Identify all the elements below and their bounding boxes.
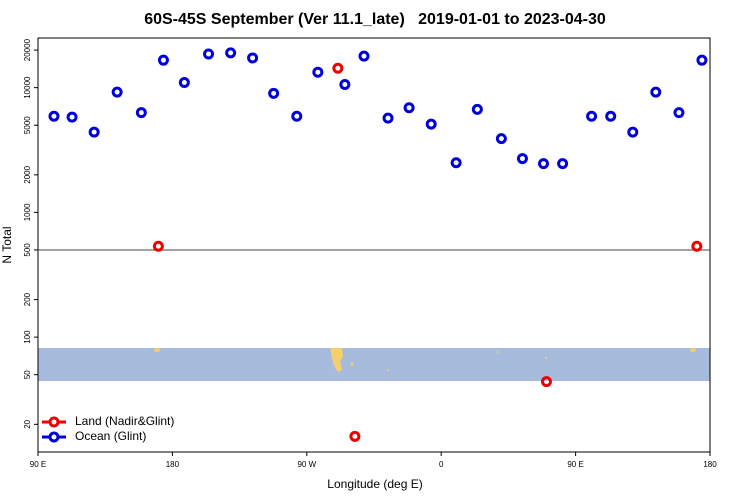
plot-frame [37,37,711,453]
marker [88,126,100,138]
legend-marker [48,416,60,428]
legend-label: Ocean (Glint) [75,429,146,443]
marker [203,48,215,60]
chart-title: 60S-45S September (Ver 11.1_late) 2019-0… [144,11,606,28]
marker [382,112,394,124]
y-tick-label: 20000 [23,38,32,61]
marker [339,78,351,90]
marker [349,430,361,442]
marker [268,87,280,99]
x-tick-label: 90 W [297,460,316,469]
y-tick-label: 500 [23,243,32,257]
marker [673,107,685,119]
marker [225,47,237,59]
marker [691,240,703,252]
y-tick-label: 20 [23,419,32,428]
y-tick-label: 10000 [23,76,32,99]
marker [48,110,60,122]
marker [650,86,662,98]
marker [557,158,569,170]
marker [540,376,552,388]
marker [450,157,462,169]
x-tick-label: 180 [166,460,180,469]
map-band [38,348,710,381]
marker [696,54,708,66]
marker [152,240,164,252]
marker [516,153,528,165]
marker [358,50,370,62]
x-tick-label: 180 [703,460,717,469]
marker [157,54,169,66]
y-tick-label: 50 [23,370,32,379]
x-axis-label: Longitude (deg E) [327,477,422,491]
marker [425,118,437,130]
y-axis-label: N Total [0,226,14,263]
legend-marker [48,431,60,443]
marker [403,102,415,114]
marker [312,66,324,78]
marker [247,52,259,64]
marker [111,86,123,98]
land-shapes [154,348,696,372]
y-tick-label: 200 [23,292,32,306]
marker [471,103,483,115]
marker [135,107,147,119]
y-tick-label: 5000 [23,116,32,134]
marker [291,110,303,122]
legend-label: Land (Nadir&Glint) [75,414,174,428]
x-tick-label: 90 E [567,460,583,469]
marker [586,110,598,122]
y-tick-label: 2000 [23,165,32,183]
y-tick-label: 1000 [23,203,32,221]
marker [537,158,549,170]
marker [66,111,78,123]
marker [332,62,344,74]
marker [495,133,507,145]
x-tick-label: 90 E [30,460,46,469]
y-tick-label: 100 [23,330,32,344]
x-tick-label: 0 [439,460,444,469]
marker [605,110,617,122]
marker [627,126,639,138]
marker [178,76,190,88]
